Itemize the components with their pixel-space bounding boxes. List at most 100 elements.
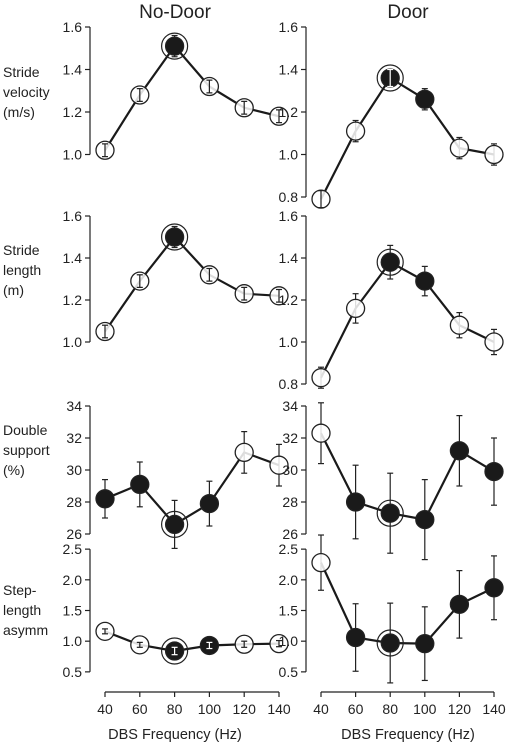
y-tick-label: 1.0	[279, 633, 299, 649]
y-tick-label: 0.8	[279, 376, 299, 392]
y-tick-label: 1.5	[63, 603, 83, 619]
y-tick-label: 2.5	[279, 541, 299, 557]
y-tick-label: 2.0	[63, 572, 83, 588]
data-point-filled	[380, 503, 400, 523]
data-point-filled	[130, 474, 150, 495]
data-point-open	[311, 552, 331, 573]
data-point-filled	[415, 89, 435, 109]
y-tick-label: 1.6	[63, 208, 83, 224]
y-tick-label: 30	[282, 462, 298, 478]
y-tick-label: 1.4	[63, 62, 83, 78]
highlight-ring	[161, 637, 189, 665]
x-tick-label: 100	[413, 701, 437, 717]
data-point-filled	[199, 493, 220, 514]
y-tick-label: 0.8	[279, 189, 299, 205]
y-tick-label: 0.5	[279, 664, 299, 680]
data-point-open	[484, 332, 504, 352]
data-point-filled	[380, 633, 400, 653]
x-tick-label: 120	[233, 701, 257, 717]
row-label-double-support: Double support (%)	[3, 422, 50, 478]
data-point-open	[449, 138, 470, 158]
x-tick-label: 80	[382, 701, 398, 717]
highlight-ring	[376, 248, 404, 276]
data-point-filled	[415, 509, 435, 530]
data-point-filled	[415, 633, 435, 654]
x-tick-label: 80	[167, 701, 183, 717]
data-point-filled	[449, 594, 470, 615]
data-point-open	[345, 121, 366, 141]
x-tick-label: 60	[132, 701, 148, 717]
data-point-filled	[164, 227, 185, 247]
data-point-filled	[449, 441, 470, 461]
highlight-ring	[376, 499, 404, 527]
y-tick-label: 28	[282, 494, 298, 510]
y-tick-label: 1.0	[279, 147, 299, 163]
data-point-filled	[345, 492, 366, 512]
y-tick-label: 1.6	[279, 19, 299, 35]
y-tick-label: 1.4	[279, 250, 299, 266]
row-label-step-length-asymm: Step- length asymm	[3, 582, 49, 638]
y-tick-label: 26	[282, 526, 298, 542]
y-tick-label: 1.0	[63, 147, 83, 163]
x-tick-label: 140	[482, 701, 506, 717]
x-tick-label: 140	[267, 701, 291, 717]
y-tick-label: 1.2	[63, 104, 83, 120]
x-tick-label: 60	[348, 701, 364, 717]
highlight-ring	[376, 64, 404, 92]
y-tick-label: 1.4	[63, 250, 83, 266]
x-axis-label-no-door: DBS Frequency (Hz)	[108, 727, 242, 743]
highlight-ring	[161, 32, 189, 60]
data-point-filled	[415, 271, 435, 291]
column-title-no-door: No-Door	[139, 2, 211, 23]
x-tick-label: 40	[313, 701, 329, 717]
x-tick-label: 40	[97, 701, 113, 717]
y-tick-label: 34	[66, 398, 82, 414]
data-point-open	[269, 455, 289, 475]
y-tick-label: 1.2	[63, 292, 83, 308]
series-line	[320, 76, 495, 200]
y-tick-label: 32	[282, 430, 298, 446]
data-point-open	[484, 144, 504, 165]
data-point-open	[234, 442, 254, 463]
y-tick-label: 32	[66, 430, 82, 446]
highlight-ring	[376, 629, 404, 657]
y-tick-label: 28	[66, 494, 82, 510]
x-axis-label-door: DBS Frequency (Hz)	[341, 727, 475, 743]
y-tick-label: 1.6	[279, 208, 299, 224]
data-point-open	[345, 298, 366, 319]
data-point-filled	[164, 36, 185, 56]
x-tick-label: 120	[448, 701, 472, 717]
data-point-filled	[484, 578, 504, 598]
y-tick-label: 1.0	[63, 334, 83, 350]
series-line	[320, 432, 495, 521]
y-tick-label: 1.2	[279, 104, 299, 120]
y-tick-label: 1.0	[279, 334, 299, 350]
y-tick-label: 26	[66, 526, 82, 542]
y-tick-label: 1.4	[279, 62, 299, 78]
column-title-door: Door	[387, 2, 429, 23]
highlight-ring	[161, 510, 189, 539]
data-point-open	[311, 368, 331, 388]
data-point-open	[311, 423, 331, 443]
y-tick-label: 1.6	[63, 19, 83, 35]
y-tick-label: 1.5	[279, 603, 299, 619]
y-tick-label: 2.0	[279, 572, 299, 588]
y-tick-label: 1.0	[63, 633, 83, 649]
data-point-filled	[345, 627, 366, 648]
y-tick-label: 30	[66, 462, 82, 478]
y-tick-label: 2.5	[63, 541, 83, 557]
highlight-ring	[161, 223, 189, 251]
data-point-open	[449, 315, 470, 335]
data-point-filled	[95, 489, 115, 509]
row-label-stride-length: Stride length (m)	[3, 242, 42, 298]
data-point-filled	[164, 514, 185, 535]
data-point-filled	[484, 461, 504, 482]
row-label-stride-velocity: Stride velocity (m/s)	[3, 64, 50, 120]
y-tick-label: 34	[282, 398, 298, 414]
data-point-filled	[380, 252, 400, 272]
y-tick-label: 0.5	[63, 664, 83, 680]
series-line	[320, 260, 495, 379]
y-tick-label: 1.2	[279, 292, 299, 308]
